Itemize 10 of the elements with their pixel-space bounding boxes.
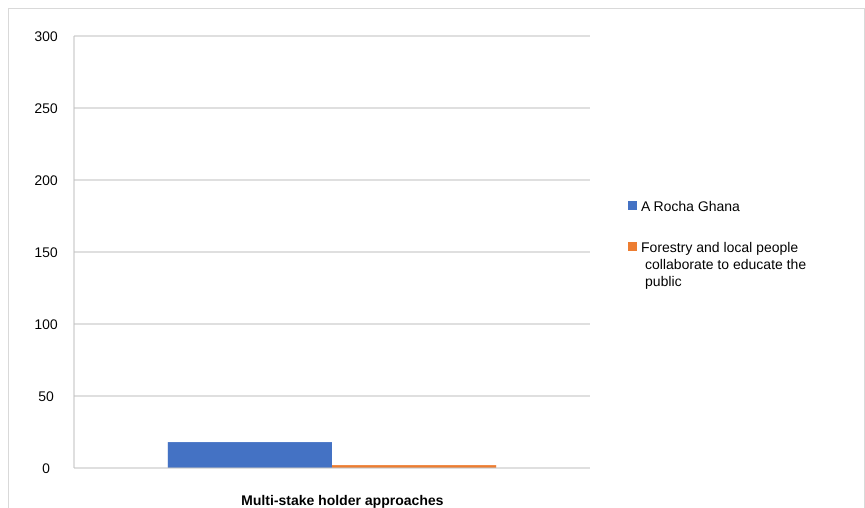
y-tick-label: 50 [38, 388, 54, 404]
y-tick-label: 100 [34, 316, 58, 332]
y-tick-label: 200 [34, 172, 58, 188]
x-axis-title: Multi-stake holder approaches [241, 492, 444, 508]
y-tick-label: 300 [34, 28, 58, 44]
y-tick-label: 0 [42, 460, 50, 476]
legend-label: Forestry and local people collaborate to educate the public [641, 238, 806, 289]
y-tick-label: 250 [34, 100, 58, 116]
y-tick-label: 150 [34, 244, 58, 260]
legend-label: A Rocha Ghana [641, 198, 740, 214]
